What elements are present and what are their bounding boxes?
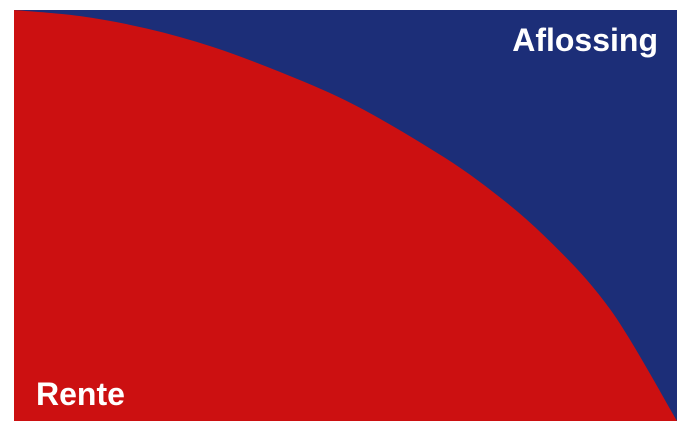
series-areas bbox=[14, 10, 677, 421]
area-rente bbox=[14, 10, 677, 421]
series-label-rente: Rente bbox=[36, 376, 125, 412]
series-label-aflossing: Aflossing bbox=[512, 22, 658, 58]
